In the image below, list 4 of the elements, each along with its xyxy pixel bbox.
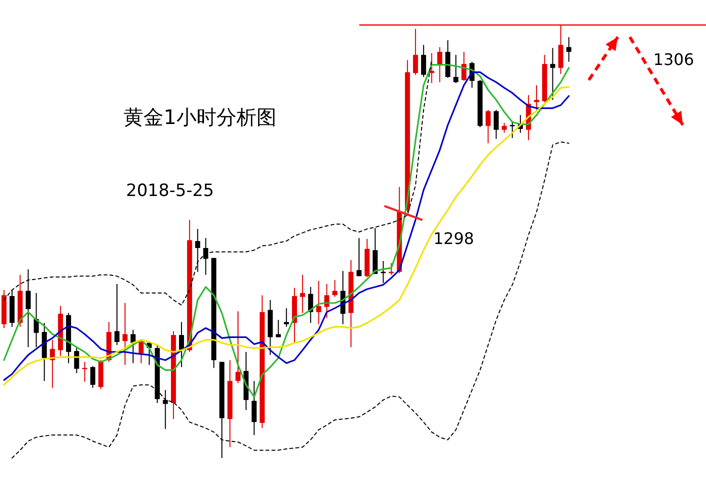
annotation: 1298 bbox=[433, 229, 474, 248]
title: 黄金1小时分析图 bbox=[124, 105, 276, 129]
annotation: 1306 bbox=[653, 50, 694, 69]
subtitle: 2018-5-25 bbox=[126, 181, 214, 201]
